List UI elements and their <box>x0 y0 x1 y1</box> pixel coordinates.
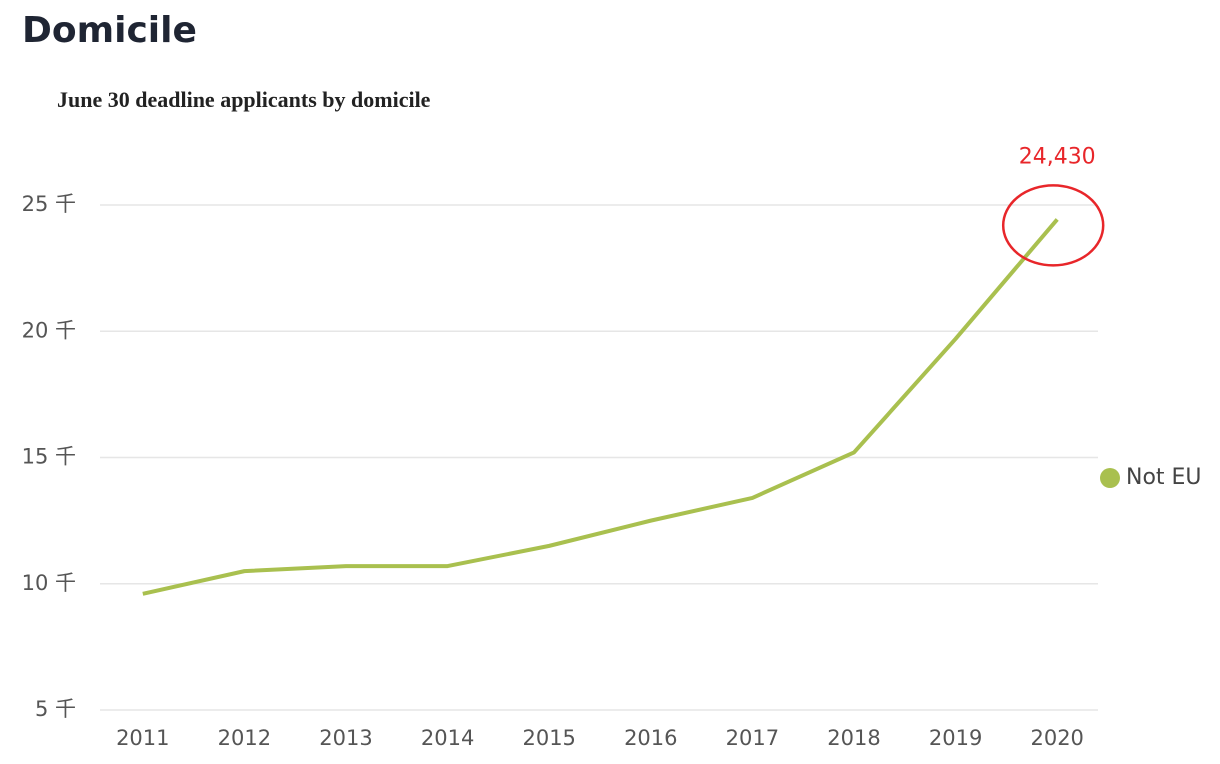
y-tick-label: 20 千 <box>22 318 76 342</box>
highlight-circle <box>1001 184 1105 267</box>
x-tick-label: 2014 <box>421 726 474 750</box>
y-tick-label: 15 千 <box>22 445 76 469</box>
x-tick-label: 2012 <box>218 726 271 750</box>
line-series <box>142 218 1059 596</box>
x-tick-label: 2020 <box>1030 726 1083 750</box>
x-tick-label: 2017 <box>726 726 779 750</box>
page-title: Domicile <box>22 10 197 51</box>
y-tick-label: 5 千 <box>35 697 76 721</box>
x-tick-label: 2018 <box>827 726 880 750</box>
x-tick-label: 2015 <box>522 726 575 750</box>
legend-label: Not EU <box>1126 465 1202 490</box>
x-tick-label: 2019 <box>929 726 982 750</box>
x-tick-label: 2013 <box>319 726 372 750</box>
y-tick-label: 10 千 <box>22 571 76 595</box>
value-label: 24,430 <box>1019 144 1096 169</box>
legend-marker <box>1100 468 1120 488</box>
chart-title: June 30 deadline applicants by domicile <box>57 87 431 112</box>
x-tick-label: 2016 <box>624 726 677 750</box>
x-tick-label: 2011 <box>116 726 169 750</box>
y-tick-label: 25 千 <box>22 192 76 216</box>
